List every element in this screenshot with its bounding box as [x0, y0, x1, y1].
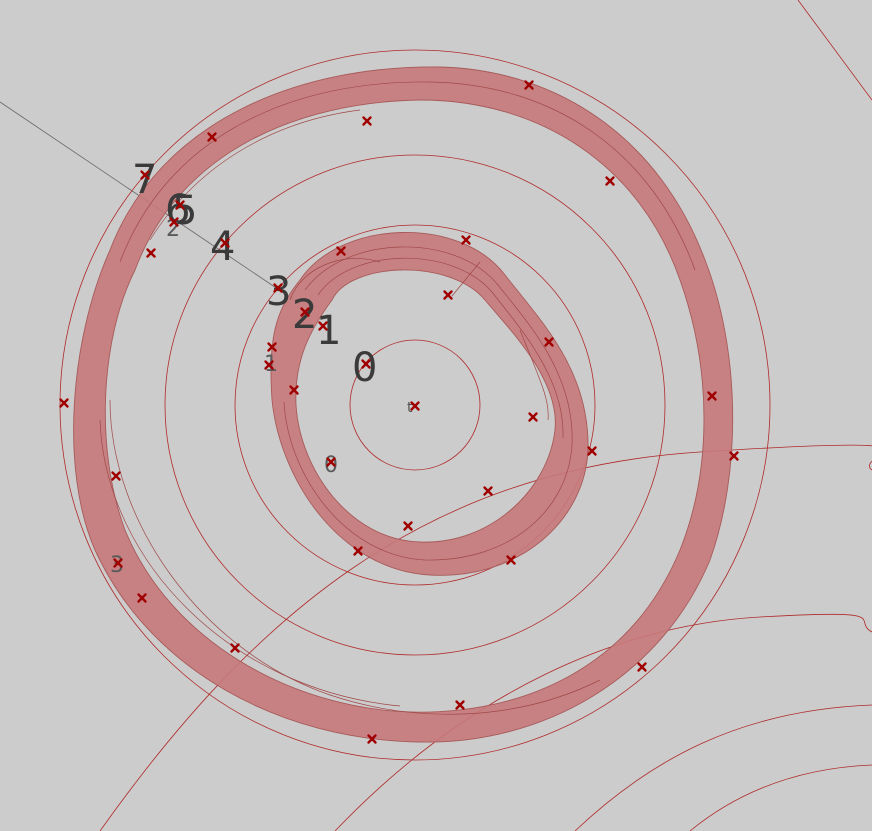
guide-circle-1	[234, 224, 596, 586]
x-marker-icon[interactable]	[207, 132, 217, 142]
inner-band	[270, 231, 589, 576]
guide-circle-2	[164, 154, 666, 656]
guide-circle-0	[349, 339, 481, 471]
label-4: 4	[210, 224, 235, 270]
x-marker-icon[interactable]	[403, 521, 413, 531]
outer-band	[73, 66, 734, 743]
thin-arc-c	[574, 704, 872, 831]
inner-band-shape	[270, 231, 589, 576]
x-marker-icon[interactable]	[461, 235, 471, 245]
x-marker-icon[interactable]	[336, 246, 346, 256]
x-marker-icon[interactable]	[367, 734, 377, 744]
x-marker-icon[interactable]	[59, 398, 69, 408]
x-marker-icon[interactable]	[300, 307, 310, 317]
x-marker-icon[interactable]	[169, 217, 179, 227]
x-marker-icon[interactable]	[729, 451, 739, 461]
x-marker-icon[interactable]	[455, 700, 465, 710]
label-3: 3	[266, 269, 291, 315]
x-marker-icon[interactable]	[605, 176, 615, 186]
guide-circles	[59, 49, 771, 761]
guide-circle-3	[59, 49, 771, 761]
x-marker-icon[interactable]	[220, 238, 230, 248]
label-small-0: 0	[324, 453, 338, 478]
x-marker-icon[interactable]	[111, 471, 121, 481]
x-marker-icon[interactable]	[318, 321, 328, 331]
x-marker-icon[interactable]	[506, 555, 516, 565]
x-marker-icon[interactable]	[113, 558, 123, 568]
label-1: 1	[316, 308, 341, 354]
x-marker-icon[interactable]	[140, 170, 150, 180]
inner-band-lines	[283, 246, 573, 561]
label-7: 7	[132, 157, 157, 203]
x-marker-icon[interactable]	[289, 385, 299, 395]
label-0: 0	[352, 345, 377, 391]
x-marker-icon[interactable]	[353, 546, 363, 556]
x-marker-icon[interactable]	[326, 457, 336, 467]
x-marker-icon[interactable]	[637, 662, 647, 672]
x-marker-icon[interactable]	[528, 412, 538, 422]
x-marker-icon[interactable]	[230, 643, 240, 653]
label-2: 2	[292, 292, 317, 338]
x-marker-icon[interactable]	[273, 283, 283, 293]
x-marker-icon[interactable]	[264, 360, 274, 370]
label-5: 5	[172, 188, 197, 234]
x-marker-icon[interactable]	[443, 290, 453, 300]
label-center: t	[407, 400, 413, 416]
thin-arc-d	[689, 764, 872, 831]
x-marker-icon[interactable]	[137, 593, 147, 603]
x-marker-icon[interactable]	[587, 446, 597, 456]
x-marker-icon[interactable]	[175, 200, 185, 210]
outer-band-shape	[73, 66, 734, 743]
x-marker-icon[interactable]	[410, 401, 420, 411]
x-marker-icon[interactable]	[544, 337, 554, 347]
x-marker-icon[interactable]	[361, 359, 371, 369]
x-marker-icon[interactable]	[524, 80, 534, 90]
x-marker-icon[interactable]	[483, 486, 493, 496]
x-marker-icon[interactable]	[267, 342, 277, 352]
marker-layer	[59, 80, 739, 744]
outer-band-lines	[99, 81, 696, 715]
x-marker-icon[interactable]	[707, 391, 717, 401]
x-marker-icon[interactable]	[146, 248, 156, 258]
thin-curve-top-right	[797, 0, 872, 101]
x-marker-icon[interactable]	[362, 116, 372, 126]
